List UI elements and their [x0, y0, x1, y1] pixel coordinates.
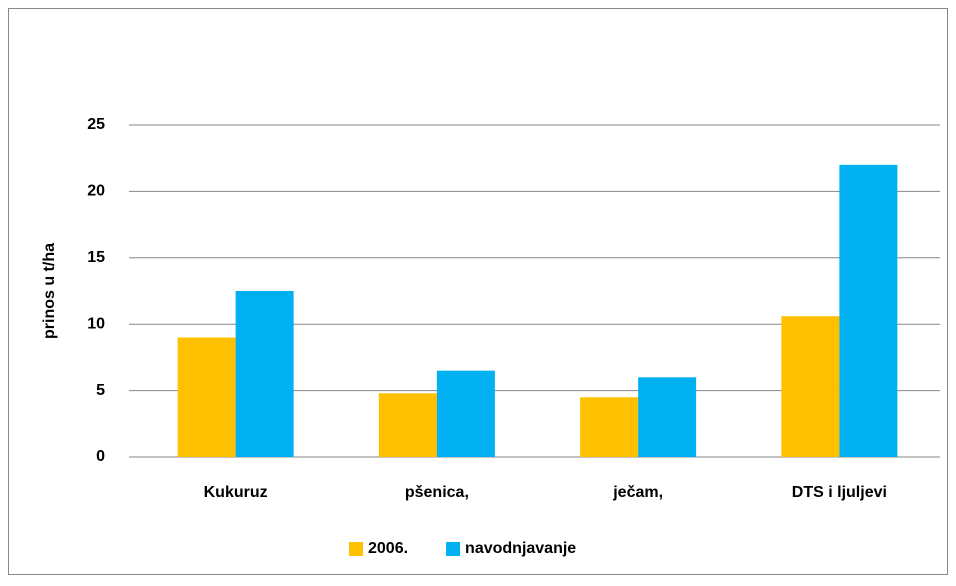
legend-label: 2006. [368, 540, 408, 557]
x-tick-label: pšenica, [405, 484, 469, 501]
x-tick-label: Kukuruz [204, 484, 268, 501]
bar [839, 164, 898, 457]
legend-label: navodnjavanje [465, 540, 576, 557]
bar [436, 370, 495, 457]
y-tick-label: 10 [87, 315, 105, 332]
y-tick-label: 20 [87, 183, 105, 200]
bar [177, 337, 236, 457]
bar [378, 393, 437, 457]
legend-swatch [349, 542, 363, 556]
x-tick-label: DTS i ljuljevi [792, 484, 887, 501]
y-axis-label: prinos u t/ha [41, 243, 58, 339]
y-tick-label: 0 [96, 448, 105, 465]
chart-frame [8, 8, 948, 575]
y-tick-label: 25 [87, 116, 105, 133]
bar [580, 397, 639, 457]
bar [638, 377, 697, 457]
bar [235, 291, 294, 457]
y-tick-label: 15 [87, 249, 105, 266]
legend-swatch [446, 542, 461, 556]
x-tick-label: ječam, [612, 484, 663, 501]
bar [781, 316, 840, 457]
y-tick-label: 5 [96, 382, 105, 399]
